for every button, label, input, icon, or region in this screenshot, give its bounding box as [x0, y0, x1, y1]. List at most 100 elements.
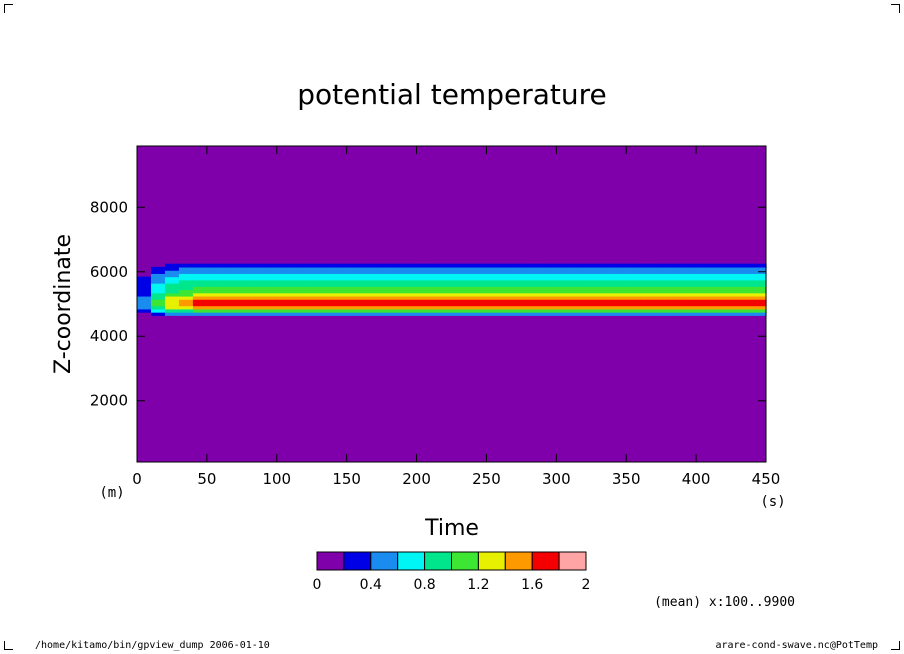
- heatmap-cell: [710, 312, 725, 316]
- heatmap-cell: [710, 295, 725, 300]
- heatmap-cell: [444, 270, 460, 274]
- heatmap-cell: [682, 276, 697, 281]
- heatmap-cell: [598, 295, 613, 300]
- heatmap-cell: [178, 279, 194, 284]
- heatmap-cell: [388, 263, 404, 268]
- heatmap-cell: [542, 283, 557, 287]
- heatmap-cell: [402, 312, 418, 316]
- heatmap-cell: [542, 263, 557, 268]
- colorbar-swatch: [504, 551, 533, 571]
- plot-area: [136, 145, 767, 463]
- footer-source-path: /home/kitamo/bin/gpview_dump 2006-01-10: [35, 640, 270, 651]
- heatmap-cell: [192, 286, 208, 291]
- colorbar-tick-label: 1.6: [521, 577, 543, 593]
- heatmap-cell: [444, 302, 460, 307]
- heatmap-cell: [458, 312, 474, 316]
- heatmap-cell: [360, 270, 376, 274]
- heatmap-cell: [738, 266, 753, 271]
- heatmap-cell: [640, 305, 655, 310]
- heatmap-cell: [346, 286, 362, 291]
- heatmap-cell: [486, 263, 502, 268]
- heatmap-cell: [458, 270, 474, 274]
- heatmap-cell: [486, 308, 502, 313]
- heatmap-cell: [542, 292, 557, 297]
- heatmap-cell: [262, 312, 278, 316]
- heatmap-cell: [416, 308, 432, 313]
- heatmap-cell: [262, 273, 278, 278]
- heatmap-cell: [178, 305, 194, 310]
- x-tick-label: 350: [612, 470, 641, 488]
- heatmap-cell: [416, 276, 432, 281]
- heatmap-cell: [668, 292, 683, 297]
- heatmap-cell: [192, 312, 208, 316]
- heatmap-cell: [318, 270, 334, 274]
- heatmap-cell: [178, 270, 194, 274]
- heatmap-cell: [318, 263, 334, 268]
- heatmap-cell: [752, 289, 767, 294]
- heatmap-cell: [402, 270, 418, 274]
- heatmap-cell: [710, 286, 725, 291]
- heatmap-cell: [332, 302, 348, 307]
- heatmap-cell: [654, 312, 669, 316]
- heatmap-cell: [360, 266, 376, 271]
- heatmap-cell: [388, 302, 404, 307]
- heatmap-cell: [528, 273, 543, 278]
- heatmap-cell: [556, 273, 571, 278]
- heatmap-cell: [444, 263, 460, 268]
- heatmap-cell: [626, 283, 641, 287]
- heatmap-cell: [570, 270, 585, 274]
- heatmap-cell: [220, 276, 236, 281]
- heatmap-cell: [262, 308, 278, 313]
- heatmap-cell: [640, 292, 655, 297]
- heatmap-cell: [458, 276, 474, 281]
- heatmap-cell: [472, 302, 488, 307]
- heatmap-cell: [640, 263, 655, 268]
- heatmap-cell: [626, 292, 641, 297]
- heatmap-cell: [472, 273, 488, 278]
- heatmap-cell: [668, 263, 683, 268]
- heatmap-cell: [612, 263, 627, 268]
- heatmap-cell: [584, 308, 599, 313]
- heatmap-cell: [640, 279, 655, 284]
- heatmap-cell: [206, 302, 222, 307]
- heatmap-cell: [640, 273, 655, 278]
- heatmap-cell: [654, 276, 669, 281]
- heatmap-cell: [192, 305, 208, 310]
- heatmap-cell: [192, 292, 208, 297]
- heatmap-cell: [374, 299, 390, 303]
- heatmap-cell: [430, 270, 446, 274]
- heatmap-cell: [402, 273, 418, 278]
- heatmap-cell: [206, 305, 222, 310]
- heatmap-cell: [500, 279, 515, 284]
- heatmap-cell: [486, 312, 502, 316]
- y-axis: 2000 4000 6000 8000: [90, 198, 766, 410]
- heatmap-cell: [248, 292, 264, 297]
- heatmap-cell: [682, 283, 697, 287]
- heatmap-cell: [682, 295, 697, 300]
- heatmap-cell: [724, 276, 739, 281]
- heatmap-cell: [290, 292, 306, 297]
- y-unit-label: (m): [99, 485, 124, 501]
- heatmap-cell: [514, 263, 529, 268]
- heatmap-cell: [738, 273, 753, 278]
- heatmap-cell: [472, 266, 488, 271]
- heatmap-cell: [668, 273, 683, 278]
- heatmap-cell: [430, 295, 446, 300]
- heatmap-cell: [458, 266, 474, 271]
- heatmap-cell: [290, 289, 306, 294]
- heatmap-cell: [262, 266, 278, 271]
- heatmap-cell: [584, 302, 599, 307]
- heatmap-cell: [472, 308, 488, 313]
- heatmap-cell: [276, 263, 292, 268]
- heatmap-cell: [318, 283, 334, 287]
- heatmap-cell: [332, 263, 348, 268]
- heatmap-cell: [738, 305, 753, 310]
- heatmap-cell: [304, 283, 320, 287]
- heatmap-cell: [304, 263, 320, 268]
- heatmap-cell: [570, 286, 585, 291]
- heatmap-cell: [290, 286, 306, 291]
- heatmap-cell: [430, 276, 446, 281]
- heatmap-cell: [598, 263, 613, 268]
- heatmap-cell: [752, 273, 767, 278]
- heatmap-cell: [388, 273, 404, 278]
